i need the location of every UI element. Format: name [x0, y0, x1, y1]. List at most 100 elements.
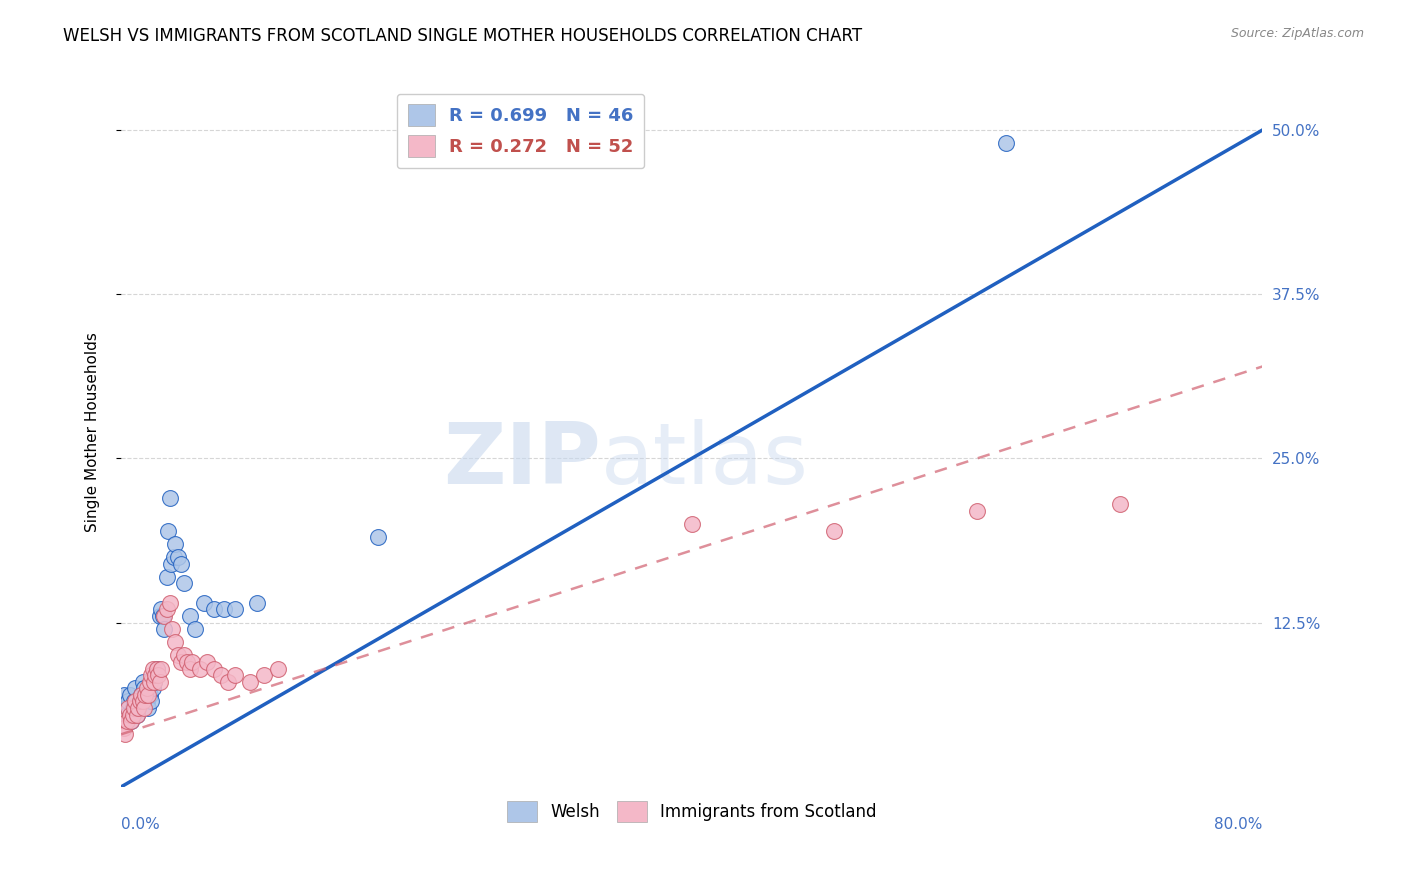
Point — [139, 694, 162, 708]
Point — [163, 549, 186, 564]
Point — [253, 668, 276, 682]
Point — [153, 609, 176, 624]
Point — [118, 688, 141, 702]
Point — [129, 688, 152, 702]
Point — [142, 674, 165, 689]
Point — [202, 602, 225, 616]
Point — [149, 609, 172, 624]
Point — [150, 602, 173, 616]
Point — [162, 622, 184, 636]
Point — [1108, 497, 1130, 511]
Point — [165, 537, 187, 551]
Point — [150, 662, 173, 676]
Point — [136, 701, 159, 715]
Point — [134, 688, 156, 702]
Point — [118, 707, 141, 722]
Point — [135, 694, 157, 708]
Text: 0.0%: 0.0% — [121, 817, 160, 832]
Point — [141, 662, 163, 676]
Point — [167, 549, 190, 564]
Point — [367, 530, 389, 544]
Point — [111, 714, 134, 728]
Point — [153, 622, 176, 636]
Point — [139, 668, 162, 682]
Point — [173, 648, 195, 663]
Point — [134, 688, 156, 702]
Point — [170, 557, 193, 571]
Point — [114, 701, 136, 715]
Point — [128, 694, 150, 708]
Point — [131, 674, 153, 689]
Point — [159, 491, 181, 505]
Point — [114, 727, 136, 741]
Point — [160, 557, 183, 571]
Point — [224, 668, 246, 682]
Point — [125, 707, 148, 722]
Point — [145, 668, 167, 682]
Point — [127, 701, 149, 715]
Point — [195, 655, 218, 669]
Point — [117, 701, 139, 715]
Point — [193, 596, 215, 610]
Point — [156, 602, 179, 616]
Point — [176, 655, 198, 669]
Point — [115, 707, 138, 722]
Point — [145, 668, 167, 682]
Point — [122, 694, 145, 708]
Point — [170, 655, 193, 669]
Point — [121, 701, 143, 715]
Point — [131, 694, 153, 708]
Point — [141, 681, 163, 696]
Text: 80.0%: 80.0% — [1215, 817, 1263, 832]
Text: ZIP: ZIP — [443, 419, 600, 502]
Point — [184, 622, 207, 636]
Point — [146, 662, 169, 676]
Point — [148, 668, 170, 682]
Point — [159, 596, 181, 610]
Y-axis label: Single Mother Households: Single Mother Households — [86, 332, 100, 533]
Text: atlas: atlas — [600, 419, 808, 502]
Point — [152, 609, 174, 624]
Point — [122, 701, 145, 715]
Point — [112, 721, 135, 735]
Point — [125, 707, 148, 722]
Point — [129, 688, 152, 702]
Point — [136, 688, 159, 702]
Point — [117, 694, 139, 708]
Point — [157, 524, 180, 538]
Point — [138, 674, 160, 689]
Point — [173, 576, 195, 591]
Point — [167, 648, 190, 663]
Point — [142, 674, 165, 689]
Point — [181, 655, 204, 669]
Point — [224, 602, 246, 616]
Point — [138, 688, 160, 702]
Text: Source: ZipAtlas.com: Source: ZipAtlas.com — [1230, 27, 1364, 40]
Text: WELSH VS IMMIGRANTS FROM SCOTLAND SINGLE MOTHER HOUSEHOLDS CORRELATION CHART: WELSH VS IMMIGRANTS FROM SCOTLAND SINGLE… — [63, 27, 862, 45]
Point — [267, 662, 290, 676]
Point — [994, 136, 1017, 150]
Point — [209, 668, 232, 682]
Point — [238, 674, 260, 689]
Point — [179, 609, 201, 624]
Point — [202, 662, 225, 676]
Point — [149, 674, 172, 689]
Point — [824, 524, 846, 538]
Point — [146, 662, 169, 676]
Point — [212, 602, 235, 616]
Point — [121, 707, 143, 722]
Point — [217, 674, 239, 689]
Point — [120, 714, 142, 728]
Point — [156, 569, 179, 583]
Point — [681, 517, 703, 532]
Point — [179, 662, 201, 676]
Point — [132, 701, 155, 715]
Point — [132, 681, 155, 696]
Point — [124, 681, 146, 696]
Point — [120, 714, 142, 728]
Point — [112, 688, 135, 702]
Point — [124, 694, 146, 708]
Point — [115, 714, 138, 728]
Point — [246, 596, 269, 610]
Point — [135, 681, 157, 696]
